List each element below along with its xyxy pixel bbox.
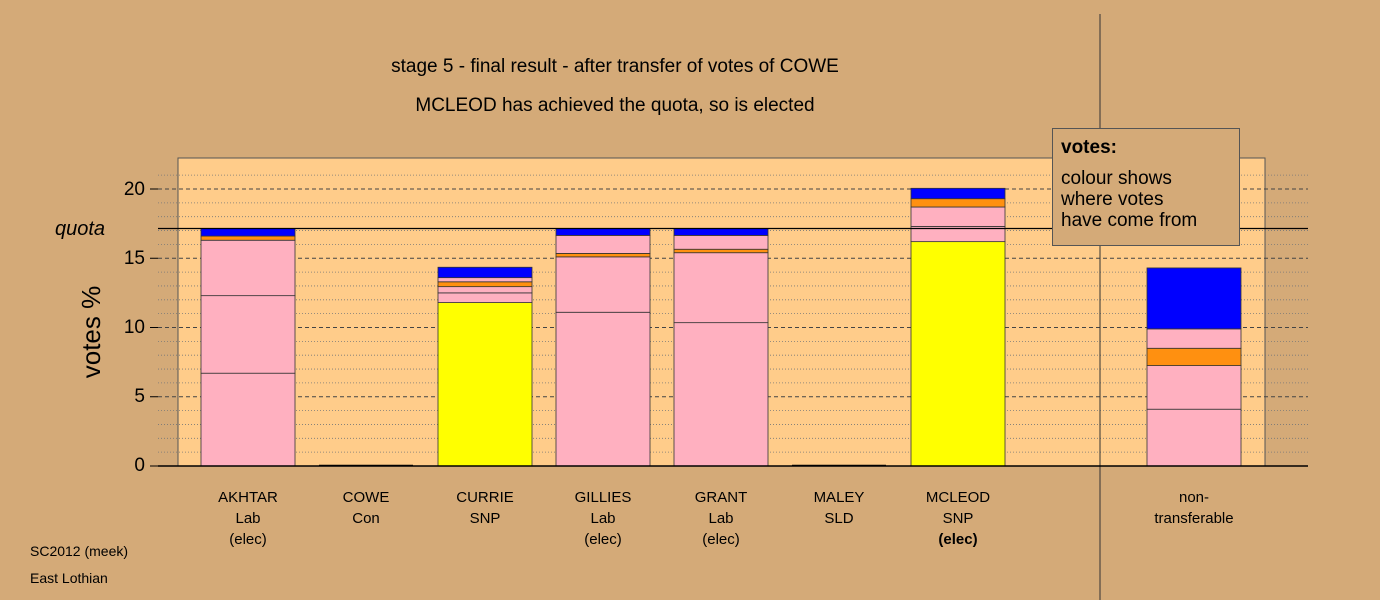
bar-nontransferable-segment [1146,267,1242,330]
legend-text: colour shows where votes have come from [1061,168,1198,231]
bar-currie-segment [437,281,533,288]
y-axis-label: votes % [76,285,106,379]
candidate-party: Lab [708,510,734,527]
candidate-party: Con [352,510,380,527]
bar-grant-segment [673,252,769,324]
candidate-name: GRANT [694,489,748,506]
category-label-maley: MALEY SLD [784,487,894,529]
category-label-akhtar: AKHTAR Lab (elec) [193,487,303,550]
candidate-status: (elec) [229,531,267,548]
quota-label: quota [55,218,106,240]
bar-currie-segment [437,286,533,294]
candidate-status: (elec) [702,531,740,548]
candidate-name: COWE [342,489,390,506]
chart-subtitle: MCLEOD has achieved the quota, so is ele… [415,95,815,116]
bar-gillies-segment [555,253,651,258]
bar-gillies-segment [555,256,651,313]
bar-currie-segment [437,277,533,283]
y-tick-label: 20 [123,179,145,200]
y-tick-label: 10 [123,317,145,338]
category-label-mcleod: MCLEOD SNP (elec) [903,487,1013,550]
y-tick-label: 15 [123,248,145,269]
bar-nontransferable-segment [1146,328,1242,349]
category-label-gillies: GILLIES Lab (elec) [548,487,658,550]
bar-mcleod-segment [910,206,1006,227]
bar-akhtar-segment [200,228,296,237]
candidate-status: (elec) [584,531,622,548]
category-label-nontransferable: non- transferable [1139,487,1249,529]
candidate-status: (elec) [938,531,978,548]
y-tick-label: 5 [134,386,145,407]
bar-grant-segment [673,234,769,250]
bar-grant-segment [673,228,769,236]
bar-nontransferable-segment [1146,408,1242,467]
bar-currie-segment [437,302,533,467]
legend-box: votes: colour shows where votes have com… [1052,128,1240,246]
footer-method: SC2012 (meek) [30,543,129,559]
y-tick-label: 0 [134,455,145,476]
candidate-name: MCLEOD [925,489,991,506]
chart-title: stage 5 - final result - after transfer … [391,56,839,77]
bar-gillies-segment [555,228,651,236]
bar-mcleod-segment [910,198,1006,208]
bar-akhtar-segment [200,239,296,297]
candidate-party: SNP [942,510,974,527]
candidate-party: SLD [824,510,854,527]
bar-akhtar-segment [200,235,296,241]
bar-grant-segment [673,248,769,254]
bar-currie-segment [437,266,533,279]
bar-akhtar-segment [200,295,296,374]
candidate-name: CURRIE [456,489,514,506]
bar-currie-segment [437,292,533,303]
bar-mcleod-segment [910,241,1006,467]
candidate-party: SNP [469,510,501,527]
bar-grant-segment [673,322,769,467]
candidate-name: GILLIES [574,489,632,506]
bar-nontransferable-segment [1146,347,1242,366]
category-label-grant: GRANT Lab (elec) [666,487,776,550]
bar-gillies-segment [555,311,651,467]
bar-akhtar-segment [200,372,296,467]
candidate-name: MALEY [813,489,865,506]
category-label-cowe: COWE Con [311,487,421,529]
candidate-party: Lab [235,510,261,527]
legend-title: votes: [1061,137,1117,158]
nontransferable-label-line1: non- [1178,489,1210,506]
bar-mcleod-segment [910,187,1006,200]
bar-gillies-segment [555,234,651,254]
candidate-name: AKHTAR [218,489,278,506]
category-label-currie: CURRIE SNP [430,487,540,529]
footer-ward: East Lothian [30,570,108,586]
bar-nontransferable-segment [1146,365,1242,410]
candidate-party: Lab [590,510,616,527]
nontransferable-label-line2: transferable [1154,510,1234,527]
